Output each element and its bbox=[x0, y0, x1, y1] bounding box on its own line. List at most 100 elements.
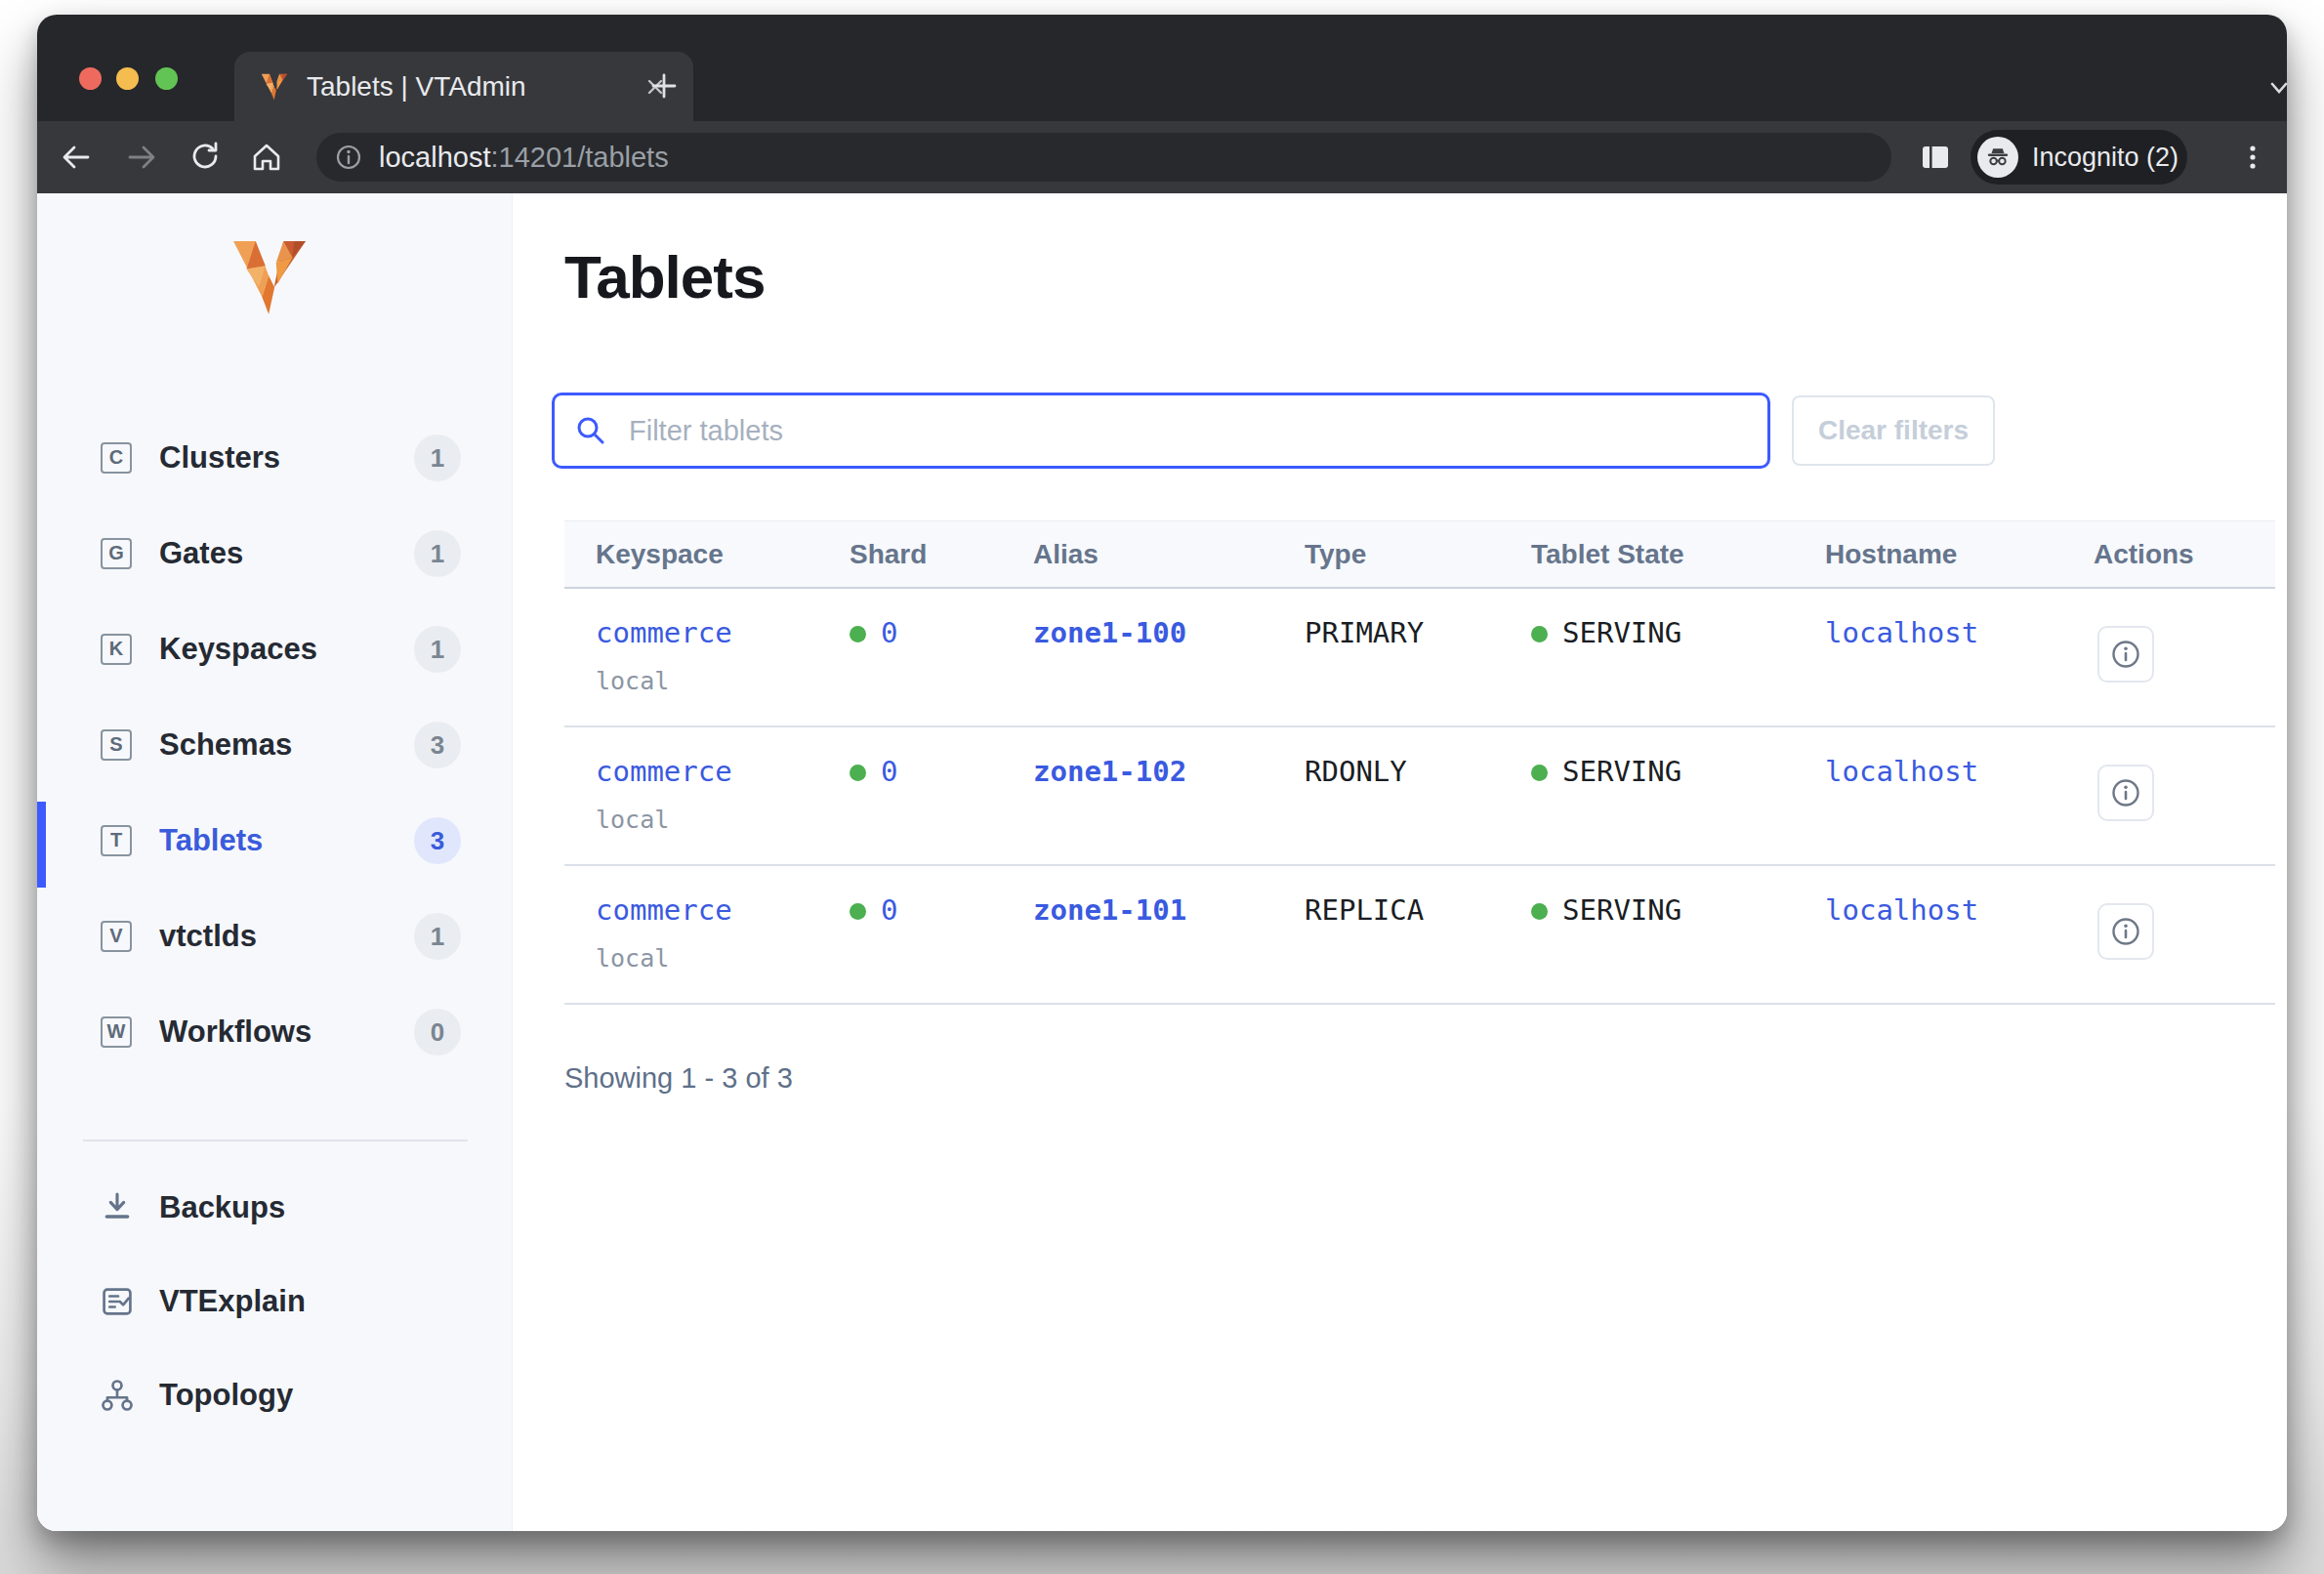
sidebar-item-label: vtctlds bbox=[159, 906, 257, 967]
sidebar-item-label: Gates bbox=[159, 523, 243, 584]
topology-icon bbox=[99, 1377, 136, 1414]
workflows-icon: W bbox=[101, 1016, 132, 1048]
table-row: commerce local 0 zone1-102 RDONLY SERVIN… bbox=[564, 727, 2275, 866]
shard-cell: 0 bbox=[850, 755, 897, 788]
shard-link[interactable]: 0 bbox=[881, 893, 897, 927]
sidebar-item-schemas[interactable]: S Schemas 3 bbox=[37, 715, 512, 775]
sidebar-item-gates[interactable]: G Gates 1 bbox=[37, 523, 512, 584]
count-badge: 1 bbox=[414, 530, 461, 577]
keyspace-link[interactable]: commerce bbox=[596, 755, 732, 788]
health-dot-icon bbox=[850, 626, 866, 642]
tablet-type: RDONLY bbox=[1305, 755, 1407, 788]
url-path: :14201/tablets bbox=[490, 142, 668, 173]
count-badge: 3 bbox=[414, 817, 461, 864]
tablet-state-cell: SERVING bbox=[1531, 893, 1681, 927]
reload-icon[interactable] bbox=[187, 140, 223, 175]
column-header-hostname: Hostname bbox=[1825, 521, 1957, 588]
tablet-info-button[interactable] bbox=[2097, 903, 2154, 960]
forward-icon[interactable] bbox=[124, 140, 159, 175]
filter-tablets-input[interactable] bbox=[552, 393, 1770, 469]
health-dot-icon bbox=[1531, 903, 1548, 920]
tablet-info-button[interactable] bbox=[2097, 626, 2154, 683]
download-icon bbox=[99, 1189, 136, 1226]
close-window-button[interactable] bbox=[79, 67, 102, 90]
vitess-favicon-icon bbox=[260, 72, 289, 102]
main-content: Tablets Clear filters Keyspace Shard Ali… bbox=[513, 193, 2287, 1531]
results-summary: Showing 1 - 3 of 3 bbox=[564, 1062, 793, 1095]
zoom-window-button[interactable] bbox=[155, 67, 178, 90]
vtadmin-app: C Clusters 1 G Gates 1 K Keyspaces 1 S S… bbox=[37, 193, 2287, 1531]
browser-toolbar: localhost:14201/tablets Incognito (2) bbox=[37, 121, 2287, 193]
keyspaces-icon: K bbox=[101, 634, 132, 665]
sidebar-item-keyspaces[interactable]: K Keyspaces 1 bbox=[37, 619, 512, 680]
clusters-icon: C bbox=[101, 442, 132, 474]
minimize-window-button[interactable] bbox=[116, 67, 139, 90]
count-badge: 1 bbox=[414, 435, 461, 481]
cluster-label: local bbox=[596, 944, 669, 973]
url-bar[interactable]: localhost:14201/tablets bbox=[316, 133, 1891, 182]
column-header-keyspace: Keyspace bbox=[596, 521, 724, 588]
tablet-type: REPLICA bbox=[1305, 893, 1424, 927]
table-row: commerce local 0 zone1-100 PRIMARY SERVI… bbox=[564, 589, 2275, 727]
page-title: Tablets bbox=[564, 242, 765, 311]
side-panel-icon[interactable] bbox=[1919, 141, 1952, 174]
tablet-state-cell: SERVING bbox=[1531, 755, 1681, 788]
sidebar-item-label: Tablets bbox=[159, 810, 263, 871]
sidebar-item-clusters[interactable]: C Clusters 1 bbox=[37, 428, 512, 488]
new-tab-button[interactable] bbox=[642, 63, 686, 108]
site-info-icon[interactable] bbox=[334, 143, 363, 172]
browser-tab[interactable]: Tablets | VTAdmin bbox=[234, 52, 693, 121]
sidebar-divider bbox=[83, 1139, 468, 1141]
sidebar-item-label: Clusters bbox=[159, 428, 280, 488]
overflow-menu-icon[interactable] bbox=[2236, 141, 2269, 174]
sidebar-item-vtexplain[interactable]: VTExplain bbox=[37, 1277, 512, 1326]
hostname-link[interactable]: localhost bbox=[1825, 893, 1978, 927]
shard-cell: 0 bbox=[850, 616, 897, 649]
alias-link[interactable]: zone1-100 bbox=[1033, 616, 1186, 649]
sidebar-item-label: Backups bbox=[159, 1183, 285, 1232]
table-header: Keyspace Shard Alias Type Tablet State H… bbox=[564, 520, 2275, 589]
tablet-type: PRIMARY bbox=[1305, 616, 1424, 649]
clear-filters-button[interactable]: Clear filters bbox=[1792, 395, 1995, 466]
alias-link[interactable]: zone1-102 bbox=[1033, 755, 1186, 788]
tab-search-chevron-icon[interactable] bbox=[2260, 68, 2287, 107]
keyspace-link[interactable]: commerce bbox=[596, 893, 732, 927]
tablet-info-button[interactable] bbox=[2097, 765, 2154, 821]
sidebar-item-topology[interactable]: Topology bbox=[37, 1371, 512, 1420]
incognito-badge: Incognito (2) bbox=[1971, 130, 2187, 185]
column-header-shard: Shard bbox=[850, 521, 927, 588]
sidebar-item-workflows[interactable]: W Workflows 0 bbox=[37, 1002, 512, 1062]
sidebar-item-vtctlds[interactable]: V vtctlds 1 bbox=[37, 906, 512, 967]
active-nav-indicator bbox=[37, 802, 46, 888]
vtctlds-icon: V bbox=[101, 921, 132, 952]
tab-bar: Tablets | VTAdmin bbox=[37, 15, 2287, 121]
cluster-label: local bbox=[596, 806, 669, 834]
table-row: commerce local 0 zone1-101 REPLICA SERVI… bbox=[564, 866, 2275, 1005]
vitess-logo bbox=[227, 236, 312, 318]
shard-cell: 0 bbox=[850, 893, 897, 927]
tablets-icon: T bbox=[101, 825, 132, 856]
alias-link[interactable]: zone1-101 bbox=[1033, 893, 1186, 927]
hostname-link[interactable]: localhost bbox=[1825, 616, 1978, 649]
tablet-state-cell: SERVING bbox=[1531, 616, 1681, 649]
sidebar-item-label: Workflows bbox=[159, 1002, 311, 1062]
count-badge: 1 bbox=[414, 626, 461, 673]
count-badge: 0 bbox=[414, 1009, 461, 1056]
shard-link[interactable]: 0 bbox=[881, 616, 897, 649]
back-icon[interactable] bbox=[59, 140, 94, 175]
health-dot-icon bbox=[850, 765, 866, 781]
sidebar: C Clusters 1 G Gates 1 K Keyspaces 1 S S… bbox=[37, 193, 513, 1531]
sidebar-item-backups[interactable]: Backups bbox=[37, 1183, 512, 1232]
gates-icon: G bbox=[101, 538, 132, 569]
home-icon[interactable] bbox=[249, 140, 284, 175]
tab-title: Tablets | VTAdmin bbox=[307, 71, 643, 103]
shard-link[interactable]: 0 bbox=[881, 755, 897, 788]
tablet-state: SERVING bbox=[1562, 755, 1681, 788]
incognito-label: Incognito (2) bbox=[2032, 143, 2179, 173]
incognito-icon bbox=[1977, 137, 2018, 178]
hostname-link[interactable]: localhost bbox=[1825, 755, 1978, 788]
sidebar-item-tablets[interactable]: T Tablets 3 bbox=[37, 810, 512, 871]
keyspace-link[interactable]: commerce bbox=[596, 616, 732, 649]
count-badge: 1 bbox=[414, 913, 461, 960]
column-header-alias: Alias bbox=[1033, 521, 1099, 588]
